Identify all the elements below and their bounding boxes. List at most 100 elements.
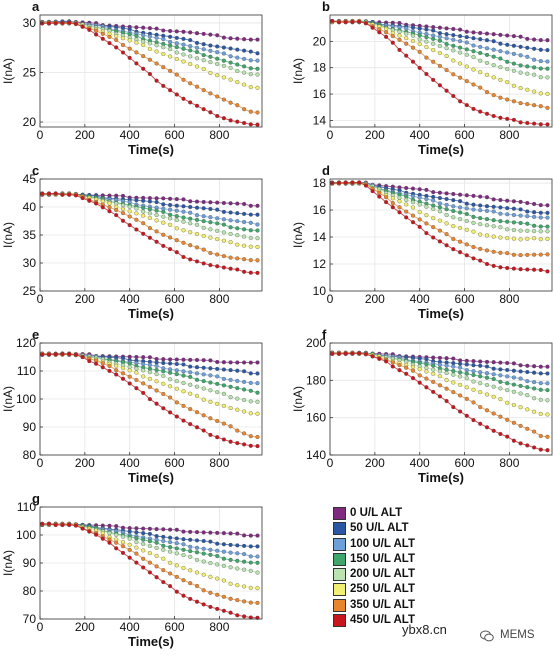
data-point [538, 387, 543, 392]
x-tick-label: 600 [165, 128, 185, 142]
x-tick-label: 0 [37, 620, 44, 634]
data-point [188, 38, 193, 43]
data-point [208, 48, 213, 53]
data-point [141, 66, 146, 71]
data-point [538, 203, 543, 208]
data-point [471, 54, 476, 60]
data-point [134, 33, 139, 38]
data-point [532, 214, 537, 219]
data-point [168, 410, 173, 415]
data-point [417, 49, 422, 54]
data-point [370, 354, 375, 359]
data-point [228, 210, 233, 215]
data-point [94, 532, 99, 537]
data-point [154, 26, 159, 31]
data-point [188, 364, 193, 369]
data-point [134, 25, 139, 30]
data-point [181, 204, 186, 209]
data-point [242, 360, 247, 365]
data-point [478, 374, 483, 379]
data-point [437, 374, 442, 379]
data-point [114, 213, 119, 218]
data-point [215, 200, 220, 205]
data-point [235, 55, 240, 60]
data-point [525, 228, 530, 233]
data-point [538, 229, 543, 234]
data-point [464, 358, 469, 363]
data-point [397, 368, 402, 373]
data-point [498, 373, 503, 378]
data-point [114, 532, 119, 537]
data-point [538, 66, 543, 71]
data-point [242, 567, 247, 572]
data-point [168, 527, 173, 532]
data-point [141, 198, 146, 203]
data-point [255, 72, 260, 77]
data-point [134, 560, 139, 565]
data-point [397, 33, 402, 38]
data-point [168, 395, 173, 400]
data-point [208, 560, 213, 566]
data-point [208, 91, 213, 96]
data-point [498, 386, 503, 391]
data-point [235, 68, 240, 74]
data-point [114, 368, 119, 373]
y-axis-label: I(nA) [1, 386, 15, 412]
data-point [538, 91, 543, 96]
data-point [201, 559, 206, 564]
data-point [194, 205, 200, 210]
data-point [451, 93, 456, 99]
y-tick-label: 110 [17, 364, 36, 378]
data-point [181, 29, 186, 34]
data-point [168, 47, 173, 52]
data-point [147, 384, 152, 390]
data-point [168, 196, 173, 201]
panel-label: d [322, 163, 330, 178]
data-point [194, 599, 200, 604]
data-point [141, 42, 146, 48]
data-point [248, 212, 253, 217]
data-point [147, 26, 152, 31]
panel-label: c [32, 163, 39, 178]
data-point [201, 42, 206, 47]
data-point [437, 239, 442, 244]
data-point [181, 52, 186, 57]
data-point [201, 214, 206, 219]
data-point [464, 35, 469, 40]
data-point [545, 448, 550, 453]
legend: 0 U/L ALT 50 U/L ALT 100 U/L ALT 150 U/L… [333, 506, 443, 628]
data-point [228, 65, 233, 70]
data-point [484, 217, 490, 222]
data-point [451, 72, 456, 77]
data-point [248, 371, 253, 376]
data-point [525, 64, 530, 69]
data-point [431, 216, 436, 221]
data-point [532, 37, 537, 42]
data-point [147, 226, 152, 231]
y-tick-label: 80 [23, 584, 37, 598]
data-point [248, 533, 253, 538]
data-point [491, 384, 496, 389]
data-point [201, 538, 206, 544]
data-point [141, 213, 146, 218]
data-point [518, 369, 523, 374]
data-point [255, 399, 260, 404]
data-point [397, 195, 402, 200]
y-tick-label: 70 [23, 612, 37, 626]
data-point [147, 199, 152, 204]
data-point [377, 356, 382, 361]
data-point [201, 206, 206, 211]
data-point [201, 530, 206, 535]
data-point [532, 121, 537, 126]
data-point [511, 117, 516, 122]
data-point [201, 219, 206, 224]
data-point [94, 361, 99, 366]
data-point [134, 386, 139, 391]
data-point [444, 386, 449, 391]
y-axis-label: I(nA) [1, 222, 15, 248]
data-point [168, 584, 173, 589]
data-point [484, 382, 490, 388]
data-point [120, 218, 126, 223]
data-point [424, 231, 429, 236]
data-point [134, 536, 139, 541]
